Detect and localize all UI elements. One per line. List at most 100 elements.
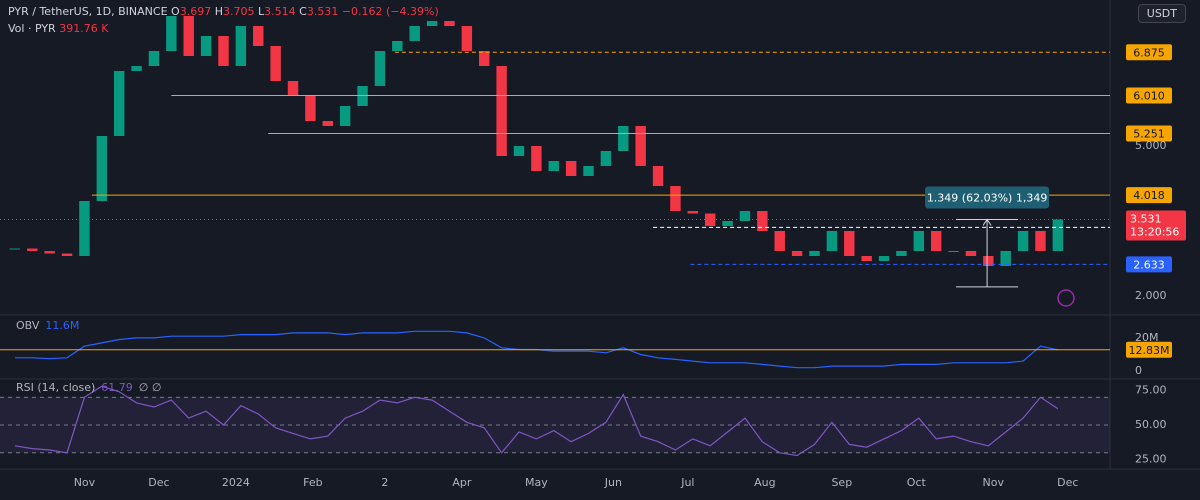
candle bbox=[339, 106, 351, 126]
candle bbox=[200, 36, 212, 56]
level-label-text: 6.875 bbox=[1133, 46, 1165, 59]
level-label-text: 5.251 bbox=[1133, 127, 1165, 140]
candle bbox=[548, 161, 559, 171]
countdown-text: 13:20:56 bbox=[1130, 225, 1179, 238]
ohlc-label: L bbox=[258, 5, 265, 18]
candle bbox=[305, 96, 316, 121]
volume-label: Vol · PYR bbox=[8, 22, 56, 35]
candle bbox=[61, 253, 73, 256]
x-tick-label: Aug bbox=[754, 476, 775, 489]
symbol-row: PYR / TetherUS, 1D, BINANCE O3.697 H3.70… bbox=[8, 3, 439, 20]
candle bbox=[1017, 231, 1029, 251]
candle bbox=[444, 21, 455, 26]
candle bbox=[235, 26, 247, 66]
x-tick-label: Nov bbox=[983, 476, 1005, 489]
candle bbox=[322, 121, 333, 126]
candle bbox=[930, 231, 942, 251]
candle bbox=[113, 71, 125, 136]
candle bbox=[392, 41, 403, 51]
measure-box bbox=[925, 186, 1050, 209]
indicator-title: RSI (14, close) bbox=[16, 381, 95, 394]
candle bbox=[253, 26, 264, 46]
candle bbox=[374, 51, 386, 86]
candle bbox=[878, 256, 890, 261]
candle bbox=[565, 161, 577, 176]
level-label bbox=[1126, 341, 1172, 358]
candle bbox=[948, 251, 959, 252]
y-tick-label: 0 bbox=[1135, 364, 1142, 377]
candle bbox=[409, 26, 420, 41]
x-tick-label: Oct bbox=[907, 476, 927, 489]
candle bbox=[652, 166, 664, 186]
candle bbox=[96, 136, 108, 201]
candle bbox=[774, 231, 785, 251]
candle bbox=[670, 186, 681, 211]
x-tick-label: 2024 bbox=[222, 476, 250, 489]
y-tick-label: 25.00 bbox=[1135, 453, 1167, 466]
volume-value: 391.76 K bbox=[59, 22, 109, 35]
candle bbox=[722, 221, 733, 226]
candle bbox=[479, 51, 490, 66]
currency-button[interactable]: USDT bbox=[1137, 4, 1186, 23]
candle bbox=[896, 251, 907, 256]
candle bbox=[635, 126, 646, 166]
candle bbox=[270, 46, 281, 81]
candle bbox=[600, 151, 612, 166]
candle bbox=[687, 211, 699, 214]
candle bbox=[79, 201, 90, 256]
candle bbox=[426, 21, 438, 26]
level-label-text: 4.018 bbox=[1133, 189, 1165, 202]
candle bbox=[1035, 231, 1046, 251]
ohlc-value: 3.705 bbox=[223, 5, 255, 18]
ohlc-label: C bbox=[299, 5, 307, 18]
indicator-extra: ∅ ∅ bbox=[139, 381, 162, 394]
last-price-text: 3.531 bbox=[1130, 212, 1162, 225]
x-tick-label: Dec bbox=[1057, 476, 1078, 489]
indicator-value: 11.6M bbox=[45, 319, 79, 332]
replay-button[interactable] bbox=[1057, 289, 1075, 307]
candle bbox=[791, 251, 803, 256]
level-label bbox=[1126, 187, 1172, 204]
candle bbox=[965, 251, 977, 256]
candle bbox=[513, 146, 525, 156]
candle bbox=[583, 166, 594, 176]
legend-header: PYR / TetherUS, 1D, BINANCE O3.697 H3.70… bbox=[8, 3, 439, 37]
candle bbox=[218, 36, 229, 66]
candle bbox=[461, 26, 473, 51]
x-tick-label: May bbox=[525, 476, 548, 489]
measure-arrowhead bbox=[982, 218, 992, 226]
candle bbox=[983, 256, 994, 266]
candle bbox=[844, 231, 855, 256]
y-tick-label: 2.000 bbox=[1135, 289, 1167, 302]
ohlc-label: H bbox=[214, 5, 223, 18]
y-tick-label: 50.00 bbox=[1135, 418, 1167, 431]
candle bbox=[148, 51, 160, 66]
ohlc-value: 3.697 bbox=[179, 5, 212, 18]
candle bbox=[861, 256, 872, 261]
ohlc-label: O bbox=[171, 5, 180, 18]
level-label bbox=[1126, 87, 1172, 104]
candle bbox=[739, 211, 751, 221]
indicator-value: 61.79 bbox=[101, 381, 133, 394]
indicator-title: OBV bbox=[16, 319, 40, 332]
candle bbox=[496, 66, 507, 156]
x-tick-label: Apr bbox=[452, 476, 472, 489]
y-tick-label: 5.000 bbox=[1135, 139, 1167, 152]
x-tick-label: Dec bbox=[148, 476, 169, 489]
indicator-line bbox=[14, 385, 1059, 457]
change: −0.162 (−4.39%) bbox=[341, 5, 439, 18]
x-tick-label: Nov bbox=[74, 476, 96, 489]
y-tick-label: 75.00 bbox=[1135, 383, 1167, 396]
y-tick-label: 20M bbox=[1135, 331, 1159, 344]
candle bbox=[183, 16, 194, 56]
candle bbox=[9, 248, 21, 250]
candle bbox=[809, 251, 820, 256]
last-price-box bbox=[1126, 210, 1186, 241]
level-label-text: 6.010 bbox=[1133, 90, 1165, 103]
level-label bbox=[1126, 125, 1172, 142]
level-label bbox=[1126, 256, 1172, 273]
level-label-text: 12.83M bbox=[1129, 344, 1170, 357]
candle bbox=[27, 248, 38, 251]
